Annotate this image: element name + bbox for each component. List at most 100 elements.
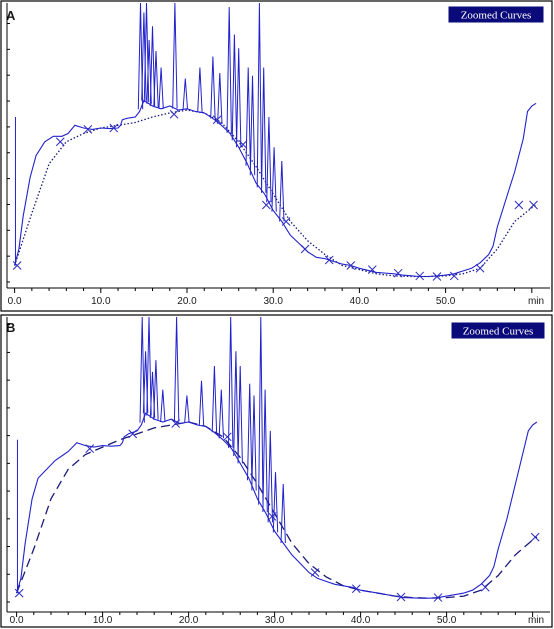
baseline-anchor-marker xyxy=(212,115,222,125)
chromatogram-peak xyxy=(149,26,156,107)
chromatogram-peak xyxy=(211,365,218,433)
baseline-anchor-marker xyxy=(529,200,538,210)
chromatogram-peak xyxy=(198,380,205,426)
x-tick-label: 40.0 xyxy=(350,296,370,307)
chromatogram-peak xyxy=(272,472,279,533)
signal-curve xyxy=(16,412,538,599)
chromatogram-peak xyxy=(153,50,159,108)
chromatogram-peak xyxy=(210,56,216,119)
baseline-anchor-marker xyxy=(128,429,138,439)
chromatogram-peak xyxy=(251,395,257,491)
chromatogram-peak xyxy=(256,3,263,188)
x-axis-unit-label: min xyxy=(528,615,544,626)
chromatogram-peak xyxy=(226,6,232,133)
chromatogram-peak xyxy=(231,34,238,141)
baseline-anchor-marker xyxy=(238,140,248,149)
x-tick-label: 20.0 xyxy=(179,615,199,626)
baseline-anchor-marker xyxy=(475,263,485,273)
baseline-anchor-marker xyxy=(12,261,22,270)
chromatogram-peak xyxy=(182,78,188,110)
panel-b: B Zoomed Curves 0.0 10.0 20.0 30.0 40.0 50.0 m… xyxy=(0,314,553,628)
baseline-anchor-marker xyxy=(83,125,93,134)
baseline-anchor-marker xyxy=(449,271,459,281)
x-axis-unit-label: min xyxy=(528,296,544,307)
chromatogram-peak xyxy=(173,317,180,422)
chromatogram-peak xyxy=(146,317,152,416)
zoomed-curves-badge-a: Zoomed Curves xyxy=(447,5,545,24)
baseline-anchor-marker xyxy=(310,568,320,577)
chromatogram-peak xyxy=(237,365,243,464)
baseline-anchor-marker xyxy=(324,255,334,265)
baseline-anchor-marker xyxy=(415,271,425,281)
panel-b-plot: 0.0 10.0 20.0 30.0 40.0 50.0 min xyxy=(6,317,550,626)
chromatogram-peak xyxy=(236,48,242,148)
baseline-anchor-marker xyxy=(480,582,490,592)
baseline-anchor-marker xyxy=(393,268,403,278)
chromatogram-peak xyxy=(160,389,166,423)
baseline-anchor-marker xyxy=(432,272,442,281)
x-tick-label: 0.0 xyxy=(8,296,22,307)
baseline-anchor-marker xyxy=(433,593,443,602)
baseline-curve xyxy=(15,421,538,599)
chromatogram-peak xyxy=(218,389,224,439)
zoomed-curves-badge-a-bg xyxy=(447,5,545,24)
chromatogram-peak xyxy=(172,3,178,109)
zoomed-curves-badge-b-bg xyxy=(450,321,546,340)
baseline-anchor-marker xyxy=(14,588,24,598)
x-tick-label: 50.0 xyxy=(436,296,456,307)
x-tick-label: 30.0 xyxy=(265,615,285,626)
x-tick-label: 30.0 xyxy=(263,296,283,307)
chromatogram-peak xyxy=(184,395,190,423)
zoomed-curves-badge-a-text: Zoomed Curves xyxy=(461,10,532,22)
baseline-anchor-marker xyxy=(396,592,406,602)
x-tick-label: 10.0 xyxy=(93,615,113,626)
baseline-curve xyxy=(13,109,537,278)
baseline-anchor-marker xyxy=(351,584,361,594)
x-tick-label: 20.0 xyxy=(177,296,197,307)
chromatogram-peak xyxy=(280,483,286,544)
chromatogram-peak xyxy=(249,75,256,176)
chromatogram-peak xyxy=(233,351,239,457)
baseline-anchor-marker xyxy=(171,419,181,428)
baseline-anchor-marker xyxy=(55,137,65,147)
baseline-anchor-marker xyxy=(346,261,356,270)
x-tick-label: 40.0 xyxy=(351,615,371,626)
chromatogram-peak xyxy=(158,67,164,109)
plot-area xyxy=(14,317,540,602)
baseline-anchor-marker xyxy=(85,444,95,453)
baseline-anchor-marker xyxy=(222,432,232,442)
baseline-anchor-marker xyxy=(267,512,277,521)
chromatogram-peak xyxy=(266,116,272,203)
chromatogram-peak xyxy=(217,72,223,124)
plot-area xyxy=(12,3,538,281)
zoomed-curves-badge-b: Zoomed Curves xyxy=(450,321,546,340)
baseline-anchor-marker xyxy=(109,123,119,133)
chromatogram-peak xyxy=(247,383,253,481)
baseline-anchor-marker xyxy=(300,244,310,254)
baseline-anchor-marker xyxy=(169,109,179,119)
chromatogram-peak xyxy=(262,389,268,513)
chromatogram-peak xyxy=(258,317,264,505)
panel-b-label: B xyxy=(6,320,15,335)
signal-curve xyxy=(14,99,537,278)
panel-b-frame xyxy=(0,314,553,628)
panel-a: A Zoomed Curves 0.0 10.0 20.0 30.0 40.0 50.0 m… xyxy=(0,0,553,312)
chromatogram-peak xyxy=(279,160,285,222)
chromatogram-peak xyxy=(153,360,159,420)
x-tick-label: 10.0 xyxy=(91,296,111,307)
chromatogram-peak xyxy=(245,67,251,166)
panel-a-plot: 0.0 10.0 20.0 30.0 40.0 50.0 min xyxy=(6,3,550,307)
chromatogram-peak xyxy=(267,430,273,523)
baseline-anchor-marker xyxy=(261,200,271,210)
x-tick-label: 50.0 xyxy=(437,615,457,626)
chromatogram-peak xyxy=(228,317,234,448)
baseline-anchor-marker xyxy=(367,265,377,274)
chromatogram-peak xyxy=(197,67,203,113)
panel-a-frame xyxy=(0,0,553,312)
baseline-anchor-marker xyxy=(514,200,524,210)
chromatogram-peak xyxy=(139,317,145,423)
x-tick-label: 0.0 xyxy=(10,615,24,626)
baseline-anchor-marker xyxy=(530,532,540,542)
chromatogram-peak xyxy=(271,147,277,212)
